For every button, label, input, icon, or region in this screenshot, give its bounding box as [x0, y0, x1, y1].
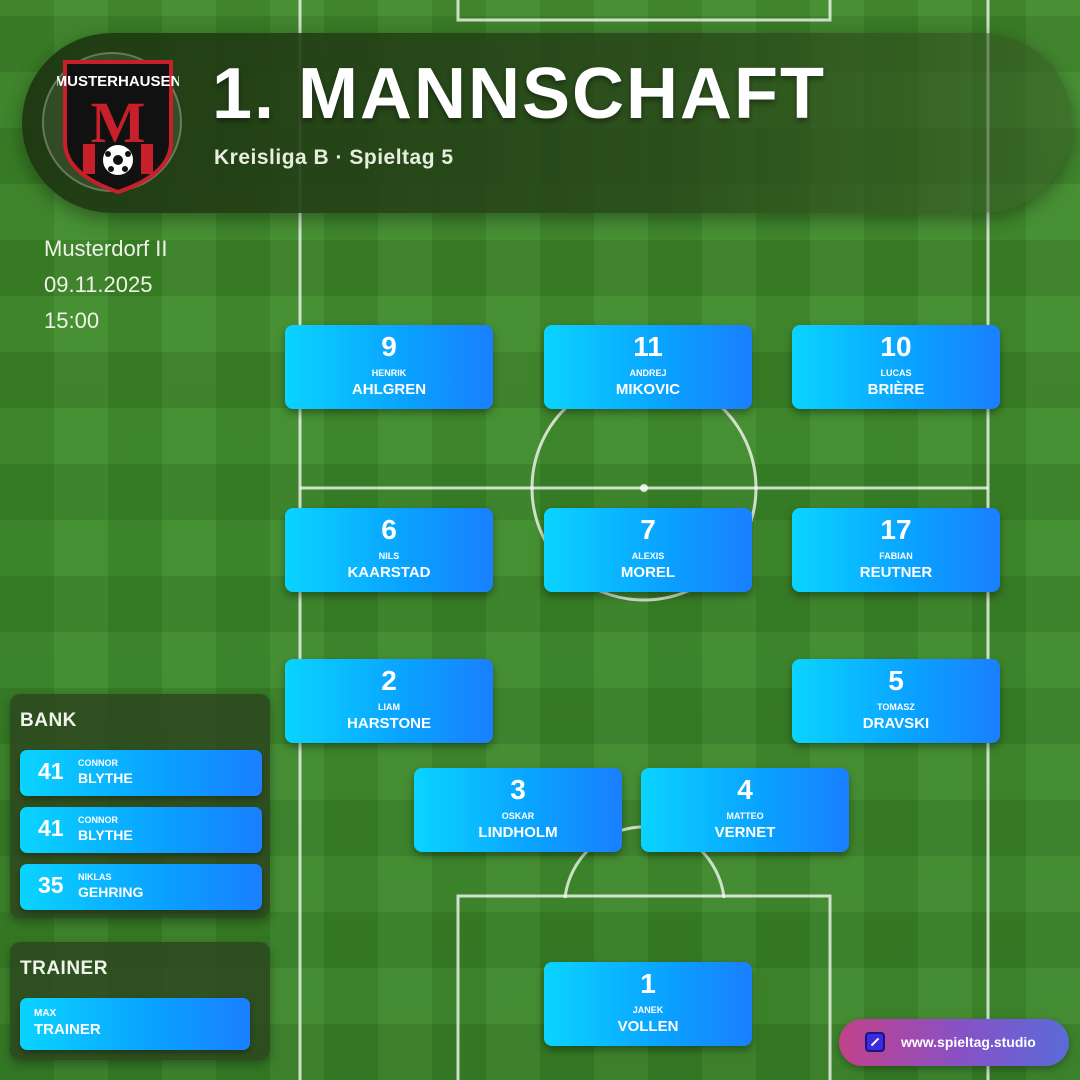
trainer-first-name: MAX: [34, 1008, 57, 1019]
bench-player-card[interactable]: 41 CONNOR BLYTHE: [20, 807, 262, 853]
player-last-name: REUTNER: [859, 564, 933, 581]
player-card[interactable]: 2 LIAM HARSTONE: [285, 659, 493, 743]
trainer-last-name: TRAINER: [34, 1021, 101, 1038]
trainer-panel: TRAINER MAX TRAINER: [10, 942, 270, 1060]
player-first-name: CONNOR: [78, 815, 118, 825]
bench-panel: BANK 41 CONNOR BLYTHE 41 CONNOR BLYTHE 3…: [10, 694, 270, 918]
page-title: 1. MANNSCHAFT: [212, 54, 826, 134]
match-time: 15:00: [44, 308, 100, 333]
player-number: 11: [633, 331, 663, 362]
player-first-name: CONNOR: [78, 758, 118, 768]
player-number: 41: [38, 815, 64, 841]
player-number: 4: [737, 774, 753, 805]
crest-club-name: MUSTERHAUSEN: [57, 73, 179, 90]
player-first-name: ANDREJ: [629, 368, 667, 378]
opponent-name: Musterdorf II: [44, 236, 168, 261]
website-badge[interactable]: www.spieltag.studio: [839, 1019, 1069, 1066]
league-matchday: Kreisliga B · Spieltag 5: [214, 146, 454, 169]
player-last-name: LINDHOLM: [478, 824, 558, 841]
trainer-title: TRAINER: [20, 958, 108, 979]
player-last-name: KAARSTAD: [347, 564, 431, 581]
player-first-name: LUCAS: [880, 368, 912, 378]
player-last-name: MIKOVIC: [615, 381, 681, 398]
player-card[interactable]: 5 TOMASZ DRAVSKI: [792, 659, 1000, 743]
trainer-card[interactable]: MAX TRAINER: [20, 998, 250, 1050]
player-number: 3: [510, 774, 526, 805]
player-number: 7: [640, 514, 656, 545]
player-number: 41: [38, 758, 64, 784]
match-date: 09.11.2025: [44, 272, 153, 297]
player-first-name: OSKAR: [501, 811, 535, 821]
player-number: 35: [38, 872, 64, 898]
club-crest-logo: MUSTERHAUSEN M: [57, 60, 179, 195]
edit-square-icon: [865, 1032, 885, 1052]
bench-title: BANK: [20, 710, 77, 731]
player-first-name: HENRIK: [371, 368, 407, 378]
website-link[interactable]: www.spieltag.studio: [901, 1034, 1036, 1050]
player-number: 9: [381, 331, 397, 362]
player-card[interactable]: 11 ANDREJ MIKOVIC: [544, 325, 752, 409]
player-number: 1: [640, 968, 656, 999]
player-card[interactable]: 6 NILS KAARSTAD: [285, 508, 493, 592]
player-first-name: NIKLAS: [78, 872, 112, 882]
bench-player-card[interactable]: 41 CONNOR BLYTHE: [20, 750, 262, 796]
player-first-name: ALEXIS: [631, 551, 665, 561]
bench-player-card[interactable]: 35 NIKLAS GEHRING: [20, 864, 262, 910]
player-last-name: BRIÈRE: [867, 381, 925, 398]
player-number: 10: [880, 331, 912, 362]
player-last-name: AHLGREN: [351, 381, 427, 398]
player-last-name: BLYTHE: [78, 770, 133, 786]
player-first-name: TOMASZ: [877, 702, 915, 712]
header-banner: [22, 33, 1072, 213]
player-card[interactable]: 1 JANEK VOLLEN: [544, 962, 752, 1046]
player-card[interactable]: 3 OSKAR LINDHOLM: [414, 768, 622, 852]
player-number: 6: [381, 514, 397, 545]
player-first-name: JANEK: [632, 1005, 664, 1015]
player-card[interactable]: 7 ALEXIS MOREL: [544, 508, 752, 592]
player-last-name: DRAVSKI: [862, 715, 930, 732]
player-first-name: LIAM: [378, 702, 400, 712]
player-first-name: FABIAN: [879, 551, 913, 561]
player-card[interactable]: 4 MATTEO VERNET: [641, 768, 849, 852]
player-last-name: GEHRING: [78, 884, 144, 900]
player-first-name: NILS: [378, 551, 400, 561]
player-number: 2: [381, 665, 397, 696]
player-last-name: BLYTHE: [78, 827, 133, 843]
player-card[interactable]: 10 LUCAS BRIÈRE: [792, 325, 1000, 409]
player-card[interactable]: 17 FABIAN REUTNER: [792, 508, 1000, 592]
player-number: 17: [880, 514, 912, 545]
player-last-name: VERNET: [714, 824, 776, 841]
player-number: 5: [888, 665, 904, 696]
player-last-name: MOREL: [620, 564, 676, 581]
player-last-name: HARSTONE: [347, 715, 431, 732]
player-first-name: MATTEO: [726, 811, 764, 821]
player-card[interactable]: 9 HENRIK AHLGREN: [285, 325, 493, 409]
player-last-name: VOLLEN: [617, 1018, 679, 1035]
